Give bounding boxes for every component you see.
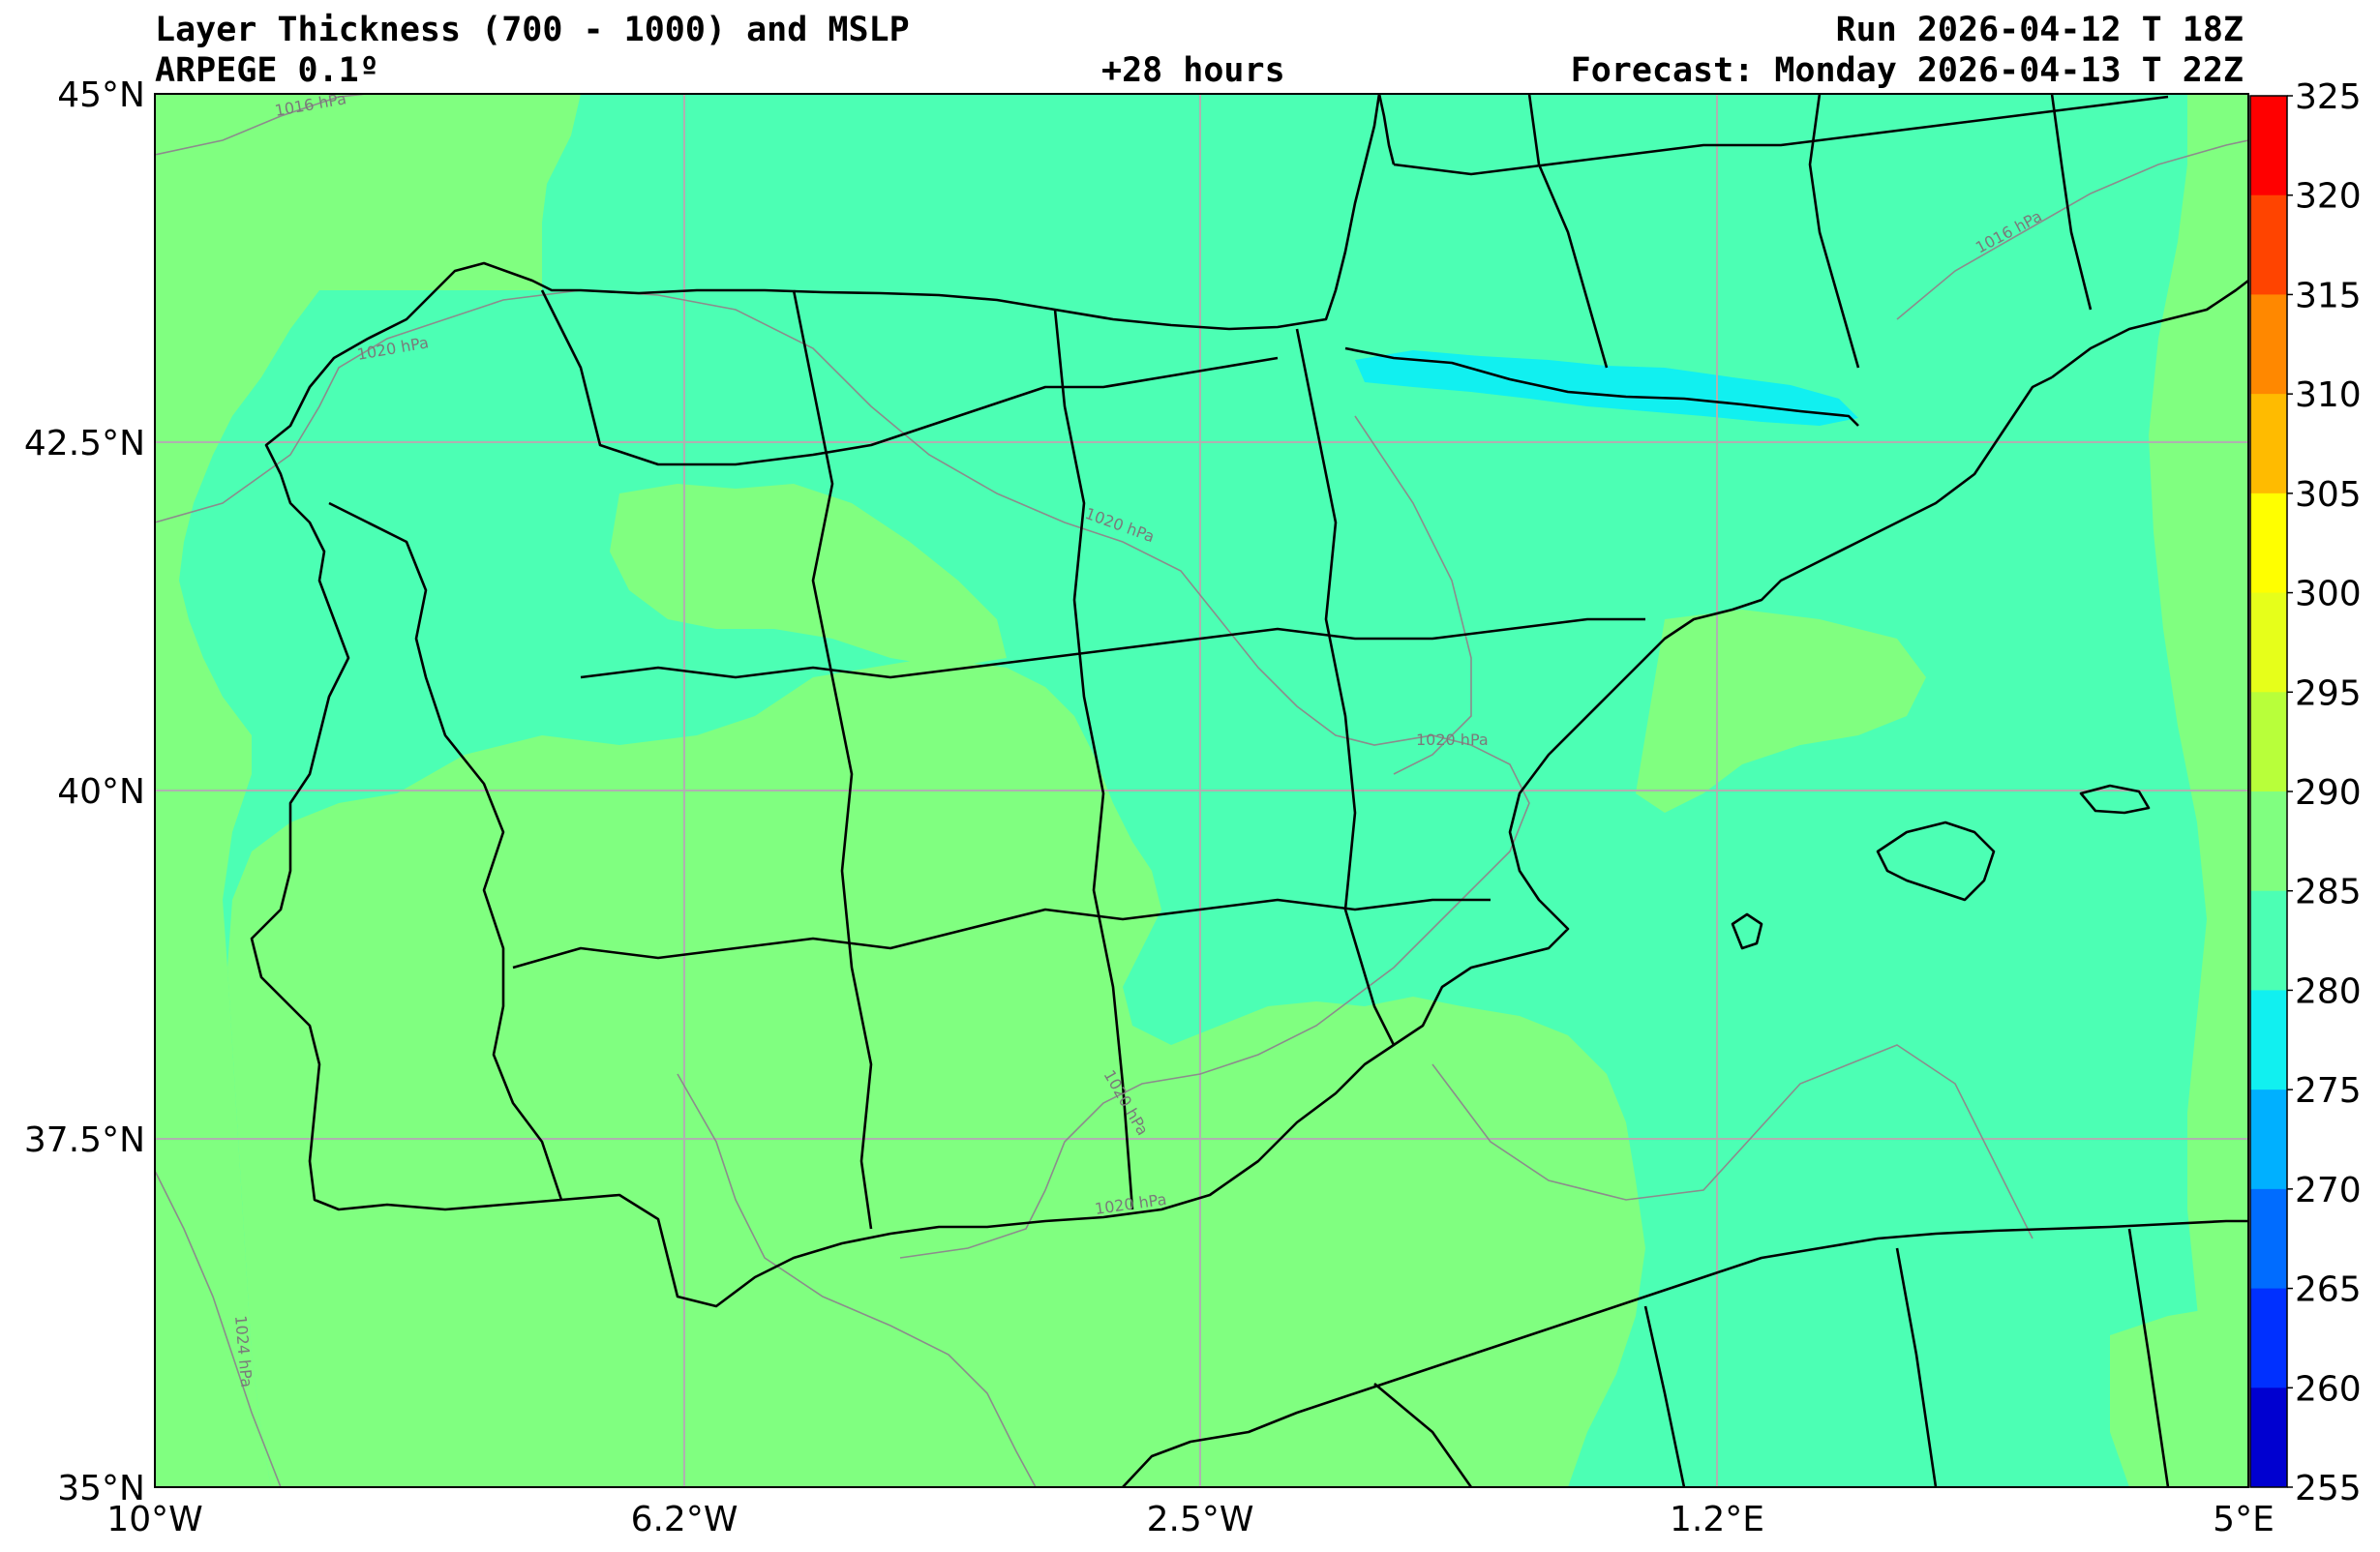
colorbar-segment [2250, 194, 2287, 295]
isobar-label: 1020 hPa [1416, 731, 1489, 749]
coastline-iberia [250, 94, 2053, 1308]
isobar-1020-iberian [1354, 415, 1472, 775]
island-ibiza [1731, 912, 1763, 950]
colorbar-label: 305 [2295, 475, 2362, 515]
isobar-1016-ne [1896, 139, 2248, 320]
band-290-295-duero [610, 484, 1007, 668]
colorbar-segment [2250, 1288, 2287, 1388]
colorbar-label: 265 [2295, 1270, 2362, 1310]
border-maghreb [1373, 1228, 2170, 1487]
longitude-labels: 10°W 6.2°W 2.5°W 1.2°E 5°E [106, 1500, 2275, 1539]
colorbar-label: 310 [2295, 375, 2362, 415]
isobar-1020-south [677, 1073, 1037, 1487]
lon-label-2.5w: 2.5°W [1147, 1500, 1254, 1539]
coastline-france-atlantic [1377, 94, 1396, 165]
colorbar-segment [2250, 294, 2287, 395]
lead-time: +28 hours [1101, 51, 1285, 90]
band-290-295-valencia [1636, 610, 1926, 813]
colorbar-segment [2250, 1188, 2287, 1290]
colorbar-segment [2250, 1089, 2287, 1190]
colorbar-label: 295 [2295, 673, 2362, 713]
run-time: Run 2026-04-12 T 18Z [1835, 11, 2244, 49]
border-regions-meridian-mid [1053, 309, 1134, 1210]
border-spain-portugal [328, 501, 563, 1201]
lon-label-6.2w: 6.2°W [631, 1500, 738, 1539]
colorbar-label: 300 [2295, 575, 2362, 614]
map-frame [154, 93, 2249, 1488]
colorbar-label: 290 [2295, 773, 2362, 813]
lat-label-37.5n: 37.5°N [24, 1120, 145, 1160]
colorbar-label: 320 [2295, 177, 2362, 217]
colorbar-segment [2250, 592, 2287, 693]
colorbar-label: 280 [2295, 971, 2362, 1011]
coastline-north-africa [1122, 1219, 2248, 1487]
band-290-295-south [227, 658, 1645, 1487]
lat-label-40n: 40°N [57, 772, 145, 812]
colorbar-segment [2250, 96, 2287, 196]
colorbar-label: 255 [2295, 1469, 2362, 1508]
isobar-1024-sw [155, 1170, 282, 1487]
colorbar-segment [2250, 890, 2287, 991]
colorbar-segment [2250, 394, 2287, 494]
colorbar-label: 325 [2295, 77, 2362, 117]
border-spain-france [1344, 346, 1859, 427]
model-name: ARPEGE 0.1º [155, 51, 379, 90]
lat-label-45n: 45°N [57, 75, 145, 115]
border-france-north-south [1527, 94, 2093, 369]
border-regions-meridian-east [1295, 328, 1396, 1046]
isobar-1016-nw [155, 94, 369, 156]
band-280-285-pyrenees [1355, 350, 1858, 426]
colorbar-label: 315 [2295, 276, 2362, 315]
isobar-1020-galicia [155, 289, 1530, 1259]
graticule [155, 94, 2248, 1487]
border-regions-meridian-west [792, 289, 873, 1230]
lon-label-5e: 5°E [2213, 1500, 2275, 1539]
map-title: Layer Thickness (700 - 1000) and MSLP [155, 11, 910, 49]
coastline-gulf-of-lion [2051, 279, 2248, 379]
coastlines-and-borders [250, 94, 2248, 1487]
lon-label-1.2e: 1.2°E [1670, 1500, 1764, 1539]
island-menorca [2079, 784, 2151, 815]
isobars [155, 94, 2248, 1487]
colorbar-label: 275 [2295, 1071, 2362, 1111]
colorbar-segment [2250, 1388, 2287, 1488]
colorbar-label: 260 [2295, 1369, 2362, 1409]
colorbar-label: 270 [2295, 1171, 2362, 1210]
colorbar-segment [2250, 791, 2287, 892]
colorbar-segment [2250, 990, 2287, 1090]
lat-label-42.5n: 42.5°N [24, 424, 145, 463]
isobar-east-sea [1431, 1044, 2034, 1239]
lat-label-35n: 35°N [57, 1469, 145, 1508]
border-france-regions [1393, 95, 2169, 176]
colorbar: 325 320 315 310 305 300 295 290 285 280 275 270 265 2… [2249, 77, 2362, 1508]
colorbar-label: 285 [2295, 873, 2362, 912]
band-290-295-atlas [2110, 1306, 2248, 1487]
island-mallorca [1876, 821, 1996, 902]
forecast-time: Forecast: Monday 2026-04-13 T 22Z [1570, 51, 2244, 90]
border-regions-south [512, 898, 1491, 970]
latitude-labels: 45°N 42.5°N 40°N 37.5°N 35°N [24, 75, 145, 1508]
border-regions-north [540, 289, 1279, 466]
colorbar-segment [2250, 692, 2287, 792]
colorbar-segment [2250, 492, 2287, 594]
border-regions-central [580, 617, 1645, 679]
lon-label-10w: 10°W [106, 1500, 202, 1539]
